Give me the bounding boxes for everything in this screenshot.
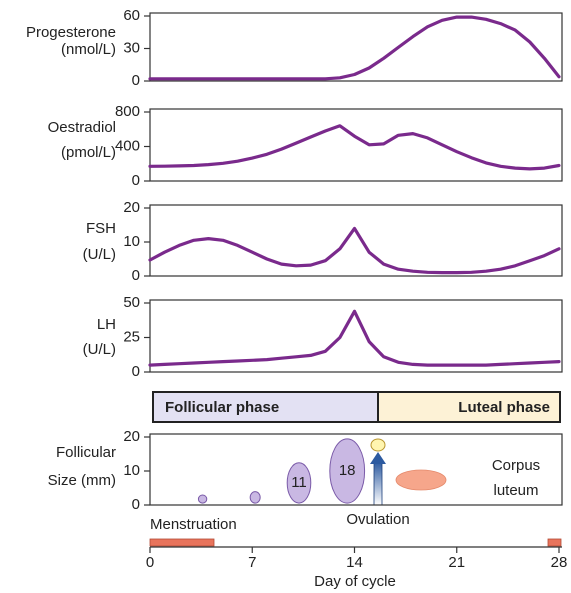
x-tick-label: 0 — [146, 554, 154, 571]
y-axis-label: LH — [97, 316, 116, 333]
line-series — [148, 309, 561, 367]
plot-frame — [149, 204, 563, 277]
y-axis-label: (nmol/L) — [61, 41, 116, 58]
follicle — [249, 491, 261, 504]
x-tick-label: 21 — [448, 554, 465, 571]
y-axis-label: Follicular — [56, 444, 116, 461]
y-axis-label: (U/L) — [83, 341, 116, 358]
menstruation-bar — [149, 538, 215, 547]
ovulation-arrow — [373, 461, 383, 506]
annotation: luteum — [493, 482, 538, 499]
line-series — [148, 124, 561, 171]
y-tick-label: 10 — [123, 462, 140, 479]
follicle — [329, 438, 366, 504]
y-tick-label: 0 — [132, 363, 140, 380]
annotation: Ovulation — [346, 511, 409, 528]
phase-label: Follicular phase — [165, 399, 279, 416]
y-tick-label: 10 — [123, 233, 140, 250]
ovum — [370, 438, 386, 452]
corpus-luteum — [395, 469, 447, 491]
x-tick-label: 28 — [551, 554, 568, 571]
y-tick-label: 30 — [123, 39, 140, 56]
y-tick-label: 50 — [123, 294, 140, 311]
phase-label: Luteal phase — [458, 399, 550, 416]
y-tick-label: 0 — [132, 496, 140, 513]
y-axis-label: (U/L) — [83, 246, 116, 263]
y-axis-label: Oestradiol — [48, 119, 116, 136]
x-tick-label: 14 — [346, 554, 363, 571]
y-axis-label: FSH — [86, 220, 116, 237]
y-tick-label: 800 — [115, 103, 140, 120]
y-tick-label: 0 — [132, 267, 140, 284]
menstruation-bar — [547, 538, 562, 547]
ovulation-arrowhead — [370, 452, 386, 464]
follicle — [197, 494, 208, 504]
plot-frame — [149, 433, 563, 506]
line-series — [148, 15, 561, 81]
annotation: Menstruation — [150, 516, 237, 533]
y-tick-label: 0 — [132, 72, 140, 89]
data-label: 11 — [291, 474, 307, 491]
x-tick-label: 7 — [248, 554, 256, 571]
follicular-phase-bar — [152, 391, 379, 423]
annotation: Corpus — [492, 457, 540, 474]
plot-frame — [149, 299, 563, 373]
y-tick-label: 0 — [132, 172, 140, 189]
follicle — [286, 462, 312, 504]
plot-frame — [149, 108, 563, 182]
luteal-phase-bar — [377, 391, 561, 423]
y-axis-label: Progesterone — [26, 24, 116, 41]
x-axis-label: Day of cycle — [314, 573, 396, 590]
y-tick-label: 20 — [123, 428, 140, 445]
y-tick-label: 400 — [115, 137, 140, 154]
line-series — [148, 226, 561, 275]
plot-frame — [149, 12, 563, 82]
y-axis-label: (pmol/L) — [61, 144, 116, 161]
y-axis-label: Size (mm) — [48, 472, 116, 489]
y-tick-label: 25 — [123, 328, 140, 345]
data-label: 18 — [339, 462, 356, 479]
y-tick-label: 60 — [123, 7, 140, 24]
y-tick-label: 20 — [123, 199, 140, 216]
